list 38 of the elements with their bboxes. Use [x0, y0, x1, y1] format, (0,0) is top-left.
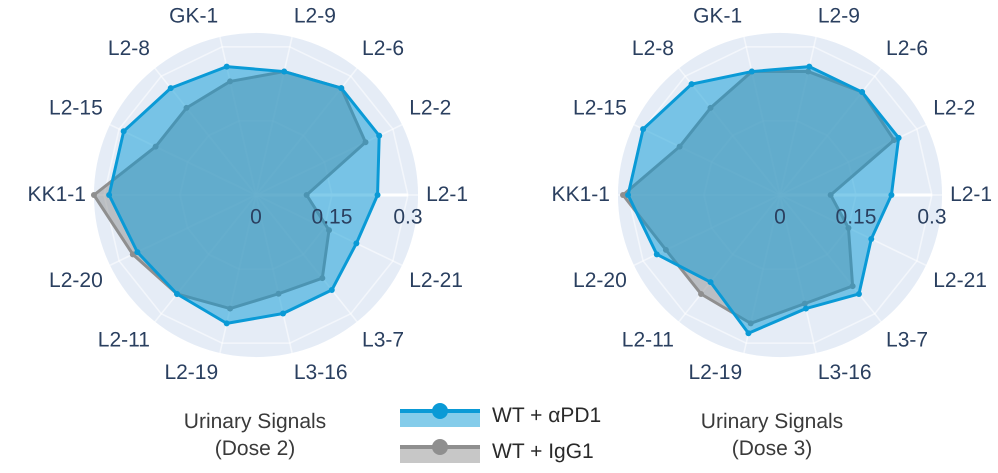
text: Urinary Signals (Dose 3)	[700, 409, 844, 462]
spoke-label: L2-11	[98, 328, 150, 352]
spoke-label: L2-21	[409, 269, 463, 292]
spoke-label: L2-1	[950, 182, 992, 206]
spoke-label: L2-19	[164, 361, 218, 384]
y-tick-label: 0.15	[836, 205, 876, 228]
spoke-label: L2-6	[886, 37, 928, 60]
spoke-label: L2-20	[49, 269, 103, 292]
legend-label: WT + IgG1	[492, 440, 594, 464]
spoke-label: GK-1	[169, 4, 218, 28]
spoke-label: L3-16	[294, 361, 348, 384]
spoke-label: L2-2	[409, 96, 452, 120]
spoke-label: L2-15	[49, 96, 103, 120]
spoke-label: L2-8	[632, 37, 674, 60]
spoke-label: GK-1	[693, 4, 742, 28]
text: Urinary Signals (Dose 2)	[182, 409, 328, 462]
spoke-label: KK1-1	[28, 182, 86, 206]
spoke-label: L3-7	[886, 328, 928, 352]
spoke-label: L2-15	[573, 96, 627, 120]
spoke-label: L3-7	[362, 328, 404, 352]
spoke-label: L2-11	[622, 328, 674, 352]
y-tick-label: 0.3	[917, 205, 947, 228]
spoke-label: KK1-1	[552, 182, 610, 206]
y-tick-label: 0.15	[312, 205, 352, 228]
spoke-label: L2-6	[362, 37, 404, 60]
legend-label: WT + αPD1	[492, 404, 602, 428]
spoke-label: L3-16	[818, 361, 872, 384]
spoke-label: L2-9	[294, 4, 336, 28]
spoke-label: L2-2	[933, 96, 976, 120]
spoke-label: L2-19	[688, 361, 742, 384]
y-tick-label: 0	[250, 205, 262, 228]
spoke-label: L2-8	[108, 37, 150, 60]
spoke-label: L2-9	[818, 4, 860, 28]
spoke-label: L2-1	[426, 182, 468, 206]
spoke-label: L2-20	[573, 269, 627, 292]
y-tick-label: 0.3	[393, 205, 423, 228]
spoke-label: L2-21	[933, 269, 987, 292]
y-tick-label: 0	[774, 205, 786, 228]
